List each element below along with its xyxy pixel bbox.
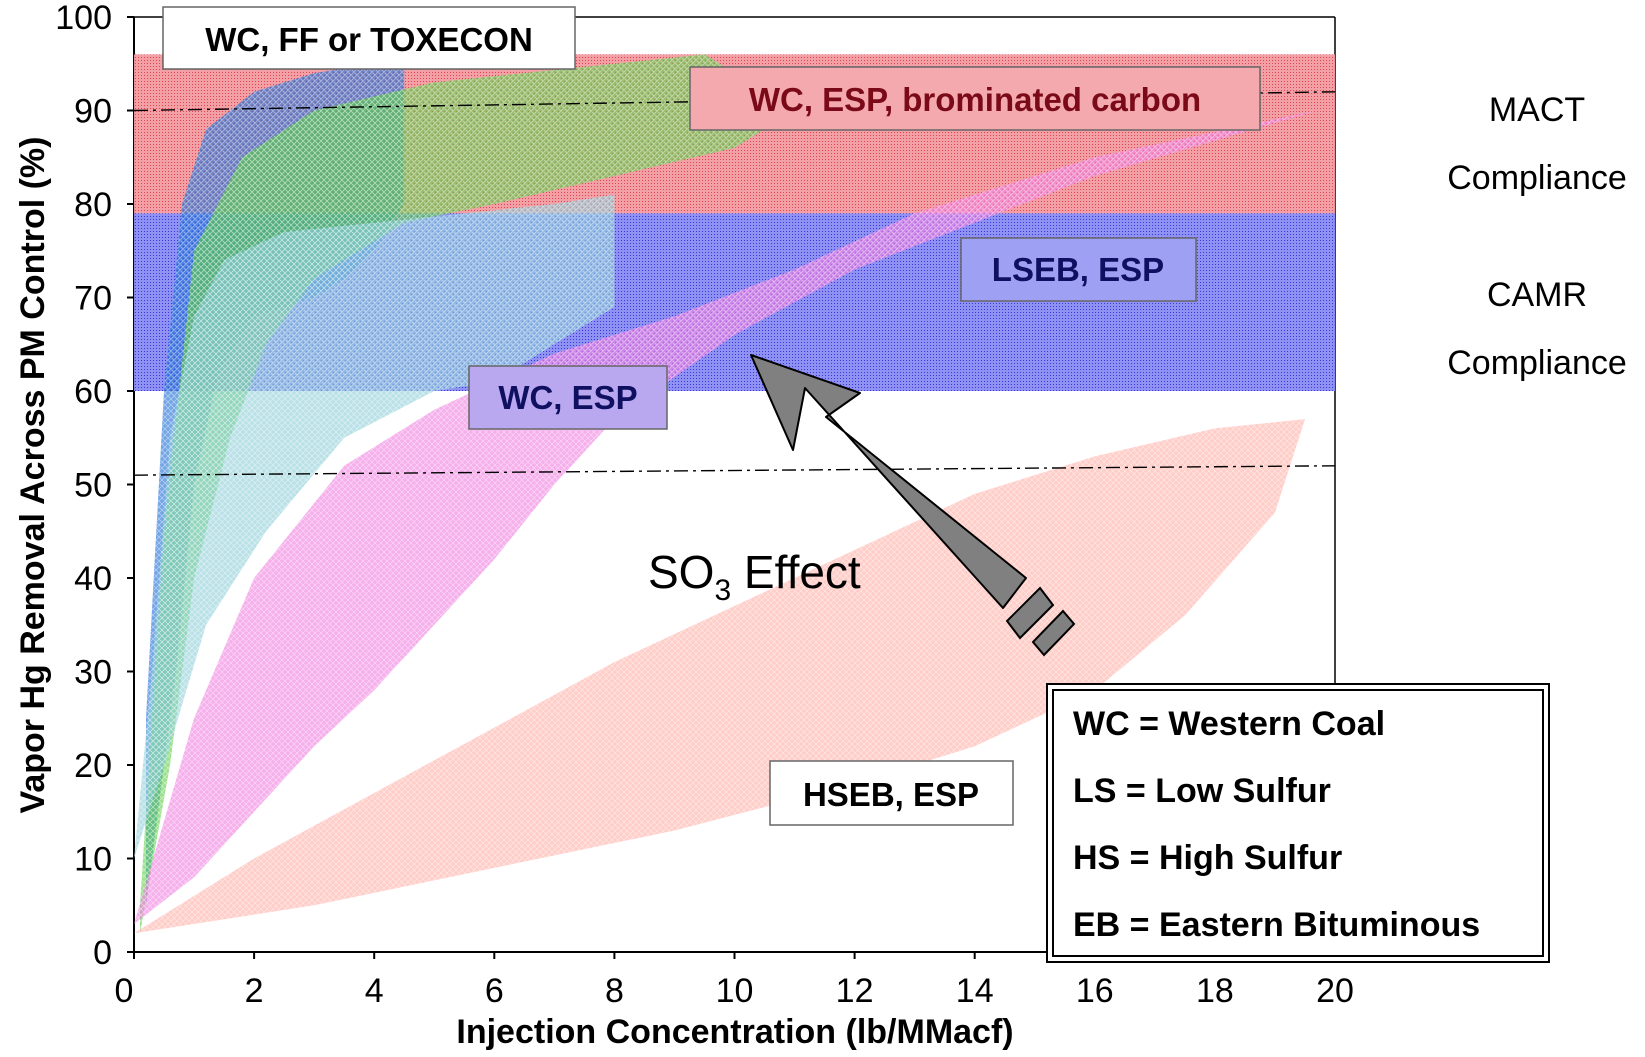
annotation-wc-esp-brominated: WC, ESP, brominated carbon [689, 66, 1261, 131]
legend: WC = Western Coal LS = Low Sulfur HS = H… [1046, 683, 1550, 963]
axis-ticks: 0 2 4 6 8 10 12 14 16 18 20 0 10 20 30 40 50 60 70 80 90 100 [55, 0, 1354, 1010]
y-tick-label: 30 [74, 654, 112, 692]
svg-text:WC, ESP, brominated carbon: WC, ESP, brominated carbon [749, 81, 1201, 118]
x-tick-label: 2 [245, 972, 264, 1010]
series-band-hseb-esp [134, 419, 1305, 934]
y-axis-title: Vapor Hg Removal Across PM Control (%) [14, 137, 52, 814]
svg-text:CAMR: CAMR [1487, 276, 1587, 314]
x-tick-label: 8 [605, 972, 624, 1010]
x-axis-title: Injection Concentration (lb/MMacf) [456, 1013, 1013, 1051]
svg-text:LSEB, ESP: LSEB, ESP [992, 251, 1164, 288]
x-tick-label: 20 [1316, 972, 1354, 1010]
y-tick-label: 40 [74, 560, 112, 598]
annotation-wc-ff-toxecon: WC, FF or TOXECON [162, 6, 576, 70]
legend-entry: LS = Low Sulfur [1073, 772, 1331, 810]
reference-line-0 [133, 465, 1336, 476]
svg-text:WC, ESP: WC, ESP [498, 379, 637, 416]
x-tick-label: 4 [365, 972, 384, 1010]
legend-entry: HS = High Sulfur [1073, 839, 1342, 877]
svg-text:HSEB, ESP: HSEB, ESP [803, 776, 979, 813]
mact-compliance-label: MACT Compliance [1447, 91, 1627, 197]
legend-entry: WC = Western Coal [1073, 705, 1385, 743]
so3-effect-label: SO3 Effect [648, 546, 861, 607]
y-tick-label: 50 [74, 467, 112, 505]
y-tick-label: 0 [93, 934, 112, 972]
x-tick-label: 0 [115, 972, 134, 1010]
y-tick-label: 70 [74, 280, 112, 318]
svg-text:Compliance: Compliance [1447, 159, 1627, 197]
svg-text:MACT: MACT [1489, 91, 1585, 129]
annotation-hseb-esp: HSEB, ESP [769, 760, 1014, 826]
camr-compliance-label: CAMR Compliance [1447, 276, 1627, 382]
y-tick-label: 80 [74, 186, 112, 224]
x-tick-label: 16 [1076, 972, 1114, 1010]
x-tick-label: 6 [485, 972, 504, 1010]
series-bands [134, 54, 1317, 934]
x-tick-label: 12 [836, 972, 874, 1010]
annotation-lseb-esp: LSEB, ESP [960, 237, 1197, 302]
svg-text:WC, FF or TOXECON: WC, FF or TOXECON [205, 21, 533, 58]
y-tick-label: 20 [74, 747, 112, 785]
x-tick-label: 10 [716, 972, 754, 1010]
so3-effect-arrow [750, 354, 1076, 657]
annotation-wc-esp: WC, ESP [468, 365, 668, 430]
x-tick-label: 18 [1196, 972, 1234, 1010]
y-tick-label: 60 [74, 373, 112, 411]
svg-text:Compliance: Compliance [1447, 344, 1627, 382]
series-band-lseb-esp [134, 110, 1317, 924]
y-tick-label: 100 [55, 0, 112, 37]
y-tick-label: 10 [74, 841, 112, 879]
legend-entry: EB = Eastern Bituminous [1073, 906, 1480, 944]
series-band-wc-esp [134, 194, 615, 859]
y-tick-label: 90 [74, 93, 112, 131]
x-tick-label: 14 [956, 972, 994, 1010]
